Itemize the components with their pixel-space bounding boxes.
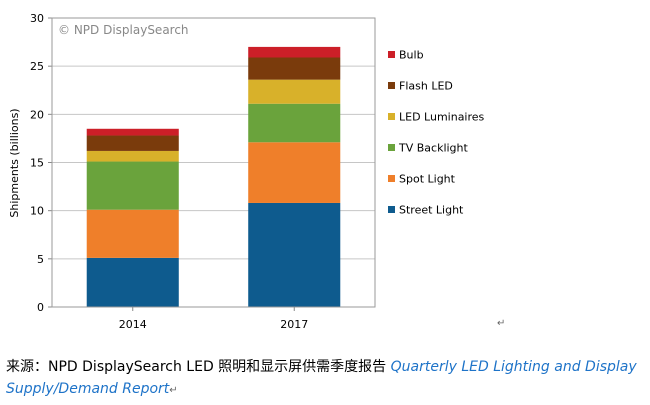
axes: 0 5 10 15 20 25 30 2014 2017 [30,12,376,331]
legend-label: Flash LED [399,80,453,93]
legend: Bulb Flash LED LED Luminaires TV Backlight S… [388,49,485,217]
y-axis-title: Shipments (billions) [8,108,21,217]
bar-segment-street-light-2014 [86,257,179,307]
legend-label: Street Light [399,204,464,217]
bar-segment-tv-backlight-2014 [86,161,179,210]
legend-swatch [388,175,395,182]
return-mark: ↵ [497,318,506,329]
legend-swatch [388,82,395,89]
bar-segment-spot-light-2014 [86,209,179,258]
y-tick-label: 20 [30,108,44,121]
report-title-link[interactable]: Quarterly LED Lighting and Display Suppl… [6,359,637,397]
legend-swatch [388,206,395,213]
y-tick-label: 25 [30,60,44,73]
bar-stacks [86,46,341,307]
y-tick-label: 15 [30,157,44,170]
bar-segment-bulb-2014 [86,128,179,136]
source-caption: 来源：NPD DisplaySearch LED 照明和显示屏供需季度报告 Qu… [6,356,646,402]
plot-area-frame [51,17,376,308]
bar-segment-led-luminaires-2014 [86,150,179,162]
watermark: © NPD DisplaySearch [58,23,189,37]
caption-prefix: 来源：NPD DisplaySearch LED 照明和显示屏供需季度报告 [6,359,391,375]
bar-segment-spot-light-2017 [248,142,341,203]
bar-segment-led-luminaires-2017 [248,79,341,104]
y-tick-label: 5 [37,253,44,266]
legend-label: Bulb [399,49,424,62]
x-tick-label: 2014 [119,318,147,331]
legend-swatch [388,51,395,58]
legend-swatch [388,113,395,120]
bar-segment-tv-backlight-2017 [248,103,341,143]
legend-label: TV Backlight [398,142,469,155]
stacked-bar-chart: 0 5 10 15 20 25 30 2014 2017 Bulb Flash LED LED Lu… [8,12,485,331]
x-tick-label: 2017 [280,318,308,331]
bar-segment-flash-led-2017 [248,57,341,80]
y-tick-label: 0 [37,301,44,314]
legend-label: Spot Light [399,173,456,186]
bar-segment-flash-led-2014 [86,135,179,151]
caption-return-mark: ↵ [169,385,178,396]
y-tick-label: 10 [30,205,44,218]
bar-segment-street-light-2017 [248,202,341,307]
legend-swatch [388,144,395,151]
bar-segment-bulb-2017 [248,46,341,58]
y-tick-label: 30 [30,12,44,25]
legend-label: LED Luminaires [399,111,485,124]
